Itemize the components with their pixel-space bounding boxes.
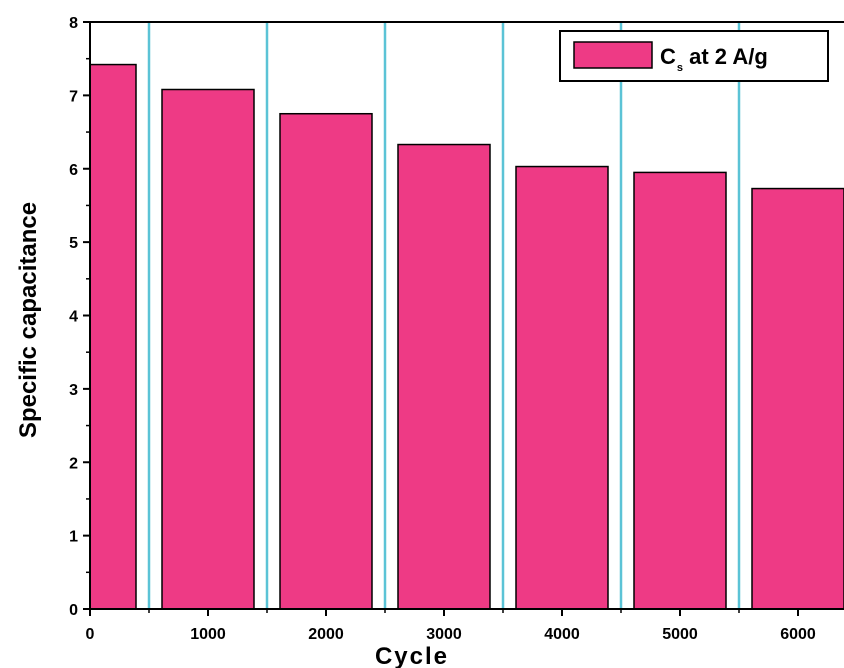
bar-0 (89, 63, 137, 610)
legend-subscript: s (677, 62, 683, 74)
x-ticks: 0 1000 2000 3000 4000 5000 6000 (86, 609, 816, 643)
bar-series (89, 63, 844, 610)
legend-swatch (573, 41, 653, 69)
x-tick-label: 4000 (544, 626, 580, 643)
x-axis-title: Cycle (375, 643, 449, 668)
x-tick-label: 3000 (426, 626, 462, 643)
x-tick-label: 0 (86, 626, 95, 643)
y-tick-label: 6 (69, 162, 78, 179)
bar-3000 (397, 143, 491, 610)
bar-2000 (279, 112, 373, 610)
legend: Cs at 2 A/g (559, 30, 829, 82)
legend-symbol: C (660, 44, 676, 69)
y-tick-label: 7 (69, 88, 78, 105)
x-tick-label: 2000 (308, 626, 344, 643)
y-tick-label: 5 (69, 235, 78, 252)
grid-lines (147, 22, 741, 609)
y-tick-label: 1 (69, 529, 78, 546)
x-tick-label: 5000 (662, 626, 698, 643)
x-tick-label: 1000 (190, 626, 226, 643)
y-ticks: 0 1 2 3 4 5 6 7 8 (69, 15, 90, 619)
bar-1000 (161, 88, 255, 610)
bar-5000 (633, 171, 727, 610)
y-tick-label: 3 (69, 382, 78, 399)
y-tick-label: 2 (69, 455, 78, 472)
y-tick-label: 4 (69, 309, 78, 326)
x-tick-label: 6000 (780, 626, 816, 643)
bar-4000 (515, 165, 609, 610)
bar-6000 (751, 187, 844, 610)
y-axis-title: Specific capacitance (15, 202, 42, 438)
legend-label: Cs at 2 A/g (660, 44, 768, 74)
y-tick-label: 0 (69, 602, 78, 619)
y-tick-label: 8 (69, 15, 78, 32)
legend-suffix: at 2 A/g (683, 44, 768, 69)
